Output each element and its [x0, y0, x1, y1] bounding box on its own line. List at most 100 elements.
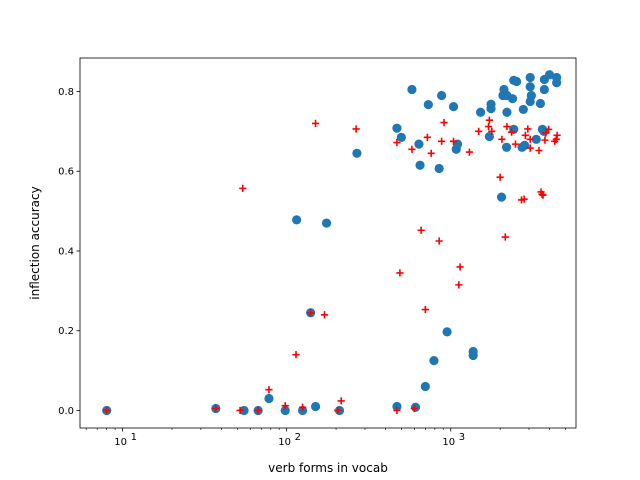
data-point-plus — [417, 226, 425, 234]
data-point-plus — [541, 136, 549, 144]
data-point-plus — [484, 122, 493, 131]
data-point-plus — [438, 137, 446, 145]
data-point-circle — [415, 160, 425, 170]
x-tick-exponent: 2 — [295, 432, 301, 443]
data-point-circle — [414, 139, 424, 149]
data-point-circle — [392, 123, 402, 133]
data-point-circle — [434, 163, 444, 174]
data-point-circle — [475, 107, 486, 117]
data-point-circle — [518, 104, 528, 115]
data-point-circle — [539, 84, 549, 95]
data-point-circle — [448, 102, 459, 112]
x-axis-label: verb forms in vocab — [268, 461, 388, 475]
data-point-plus — [498, 135, 506, 143]
data-point-plus — [396, 269, 404, 277]
data-point-circle — [264, 393, 274, 404]
data-point-plus — [307, 309, 315, 317]
data-point-plus — [393, 406, 401, 415]
data-point-plus — [552, 135, 560, 143]
data-point-circle — [496, 192, 507, 202]
data-point-plus — [320, 311, 329, 319]
x-tick-exponent: 3 — [459, 432, 465, 443]
y-tick-label: 0.2 — [58, 326, 74, 337]
data-point-circle — [552, 78, 562, 88]
data-point-circle — [407, 84, 417, 95]
data-point-circle — [502, 107, 512, 117]
data-point-circle — [239, 405, 249, 416]
data-point-plus — [103, 406, 111, 415]
data-point-plus — [455, 281, 463, 289]
data-point-circle — [468, 350, 478, 361]
data-point-circle — [539, 126, 549, 136]
data-point-plus — [421, 305, 429, 314]
data-point-circle — [525, 72, 535, 83]
data-point-circle — [544, 70, 555, 80]
data-point-circle — [437, 90, 447, 101]
data-point-plus — [265, 386, 273, 394]
data-point-plus — [427, 149, 435, 157]
data-point-circle — [525, 82, 535, 92]
data-point-plus — [465, 148, 474, 156]
y-axis-label: inflection accuracy — [28, 186, 42, 299]
plot-frame — [79, 57, 577, 429]
y-tick-label: 0.4 — [58, 246, 74, 257]
data-point-plus — [292, 351, 300, 359]
data-point-plus — [553, 131, 561, 139]
data-point-plus — [488, 127, 496, 135]
data-point-plus — [449, 137, 458, 145]
data-point-circle — [486, 104, 496, 114]
data-point-plus — [456, 263, 464, 271]
data-point-plus — [410, 404, 418, 413]
data-point-plus — [485, 116, 493, 124]
points-layer — [102, 70, 562, 416]
data-point-circle — [352, 148, 362, 158]
data-point-circle — [280, 405, 290, 416]
data-point-circle — [429, 356, 439, 366]
data-point-circle — [507, 94, 518, 104]
data-point-circle — [442, 327, 452, 337]
y-axis-ticks: 0.0 0.2 0.4 0.6 0.8 — [58, 87, 80, 417]
y-tick-label: 0.8 — [58, 87, 74, 98]
data-point-circle — [410, 402, 421, 412]
data-point-plus — [435, 237, 443, 245]
y-tick-label: 0.6 — [58, 167, 74, 178]
data-point-plus — [526, 135, 534, 143]
data-point-circle — [420, 381, 430, 392]
data-point-plus — [352, 125, 360, 133]
data-point-plus — [524, 125, 532, 133]
data-point-plus — [501, 233, 509, 241]
data-point-plus — [298, 403, 307, 411]
x-tick-label: 10 — [114, 437, 127, 448]
data-point-plus — [254, 406, 262, 415]
data-point-circle — [396, 132, 406, 142]
plot-area — [80, 58, 576, 428]
data-point-plus — [526, 144, 534, 152]
data-point-plus — [239, 184, 247, 192]
data-point-plus — [236, 406, 244, 415]
data-point-plus — [508, 128, 516, 136]
x-tick-label: 10 — [278, 437, 291, 448]
data-point-plus — [535, 146, 543, 155]
data-point-plus — [423, 133, 431, 141]
data-point-plus — [334, 406, 342, 415]
data-point-plus — [393, 138, 401, 147]
data-point-plus — [408, 145, 416, 153]
data-point-plus — [521, 131, 529, 139]
data-point-plus — [511, 140, 520, 148]
data-point-circle — [531, 134, 541, 144]
data-point-plus — [545, 125, 553, 133]
data-point-plus — [337, 397, 345, 405]
data-point-plus — [503, 122, 511, 131]
data-point-plus — [520, 195, 528, 203]
data-point-circle — [423, 100, 433, 110]
data-point-circle — [502, 142, 512, 152]
data-point-circle — [310, 401, 321, 412]
data-point-circle — [321, 218, 332, 228]
data-point-plus — [475, 127, 483, 135]
data-point-circle — [535, 98, 546, 109]
data-point-plus — [281, 402, 289, 410]
data-point-circle — [525, 96, 535, 107]
data-point-plus — [440, 118, 448, 127]
data-point-circle — [512, 76, 522, 87]
